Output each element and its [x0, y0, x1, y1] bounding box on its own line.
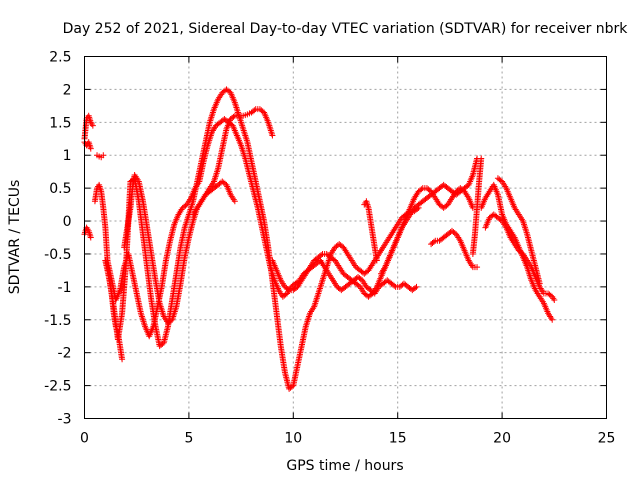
- y-tick-label: 2: [63, 82, 72, 98]
- plot-frame: [84, 56, 607, 419]
- data-point-trace: [284, 286, 291, 293]
- y-tick-label: -1.5: [44, 313, 71, 329]
- x-tick-label: 10: [284, 431, 302, 447]
- y-tick-label: -2: [58, 346, 72, 362]
- data-point: [474, 264, 481, 271]
- data-point: [549, 316, 556, 323]
- data-point-trace: [418, 186, 425, 193]
- x-tick-labels: 0 5 10 15 20 25: [80, 431, 615, 447]
- data-point: [536, 280, 543, 287]
- x-tick-label: 25: [598, 431, 616, 447]
- y-tick-label: 1.5: [49, 115, 71, 131]
- x-axis-label: GPS time / hours: [286, 458, 403, 474]
- data-point: [100, 152, 107, 159]
- y-tick-label: 0: [63, 214, 72, 230]
- data-point-trace: [412, 284, 419, 291]
- x-tick-label: 20: [493, 431, 511, 447]
- y-tick-label: 1: [63, 148, 72, 164]
- data-point: [231, 198, 238, 205]
- y-tick-label: -2.5: [44, 379, 71, 395]
- data-point: [89, 122, 96, 129]
- data-point: [469, 204, 476, 211]
- y-tick-labels: -3 -2.5 -2 -1.5 -1 -0.5 0 0.5 1 1.5 2 2.5: [44, 50, 71, 428]
- x-tick-label: 5: [184, 431, 193, 447]
- data-point: [87, 145, 94, 152]
- data-point-trace: [430, 238, 437, 245]
- grid-layer: [84, 56, 607, 419]
- y-tick-label: 2.5: [49, 50, 71, 66]
- y-axis-label: SDTVAR / TECUs: [7, 180, 23, 295]
- data-point-trace: [230, 113, 237, 120]
- data-point-trace: [391, 282, 398, 289]
- data-point: [269, 132, 276, 139]
- data-point: [413, 283, 420, 290]
- y-tick-label: 0.5: [49, 181, 71, 197]
- x-tick-label: 0: [80, 431, 89, 447]
- data-point-trace: [251, 107, 258, 114]
- y-tick-label: -0.5: [44, 247, 71, 263]
- x-tick-label: 15: [389, 431, 407, 447]
- data-point: [119, 356, 126, 363]
- y-tick-label: -3: [58, 412, 72, 428]
- data-point: [551, 297, 558, 304]
- data-point-trace: [318, 252, 325, 259]
- chart-title: Day 252 of 2021, Sidereal Day-to-day VTE…: [63, 21, 629, 37]
- data-point: [373, 257, 380, 264]
- data-layer: [81, 86, 558, 392]
- data-point: [87, 234, 94, 241]
- data-point: [478, 155, 485, 162]
- y-tick-label: -1: [58, 280, 72, 296]
